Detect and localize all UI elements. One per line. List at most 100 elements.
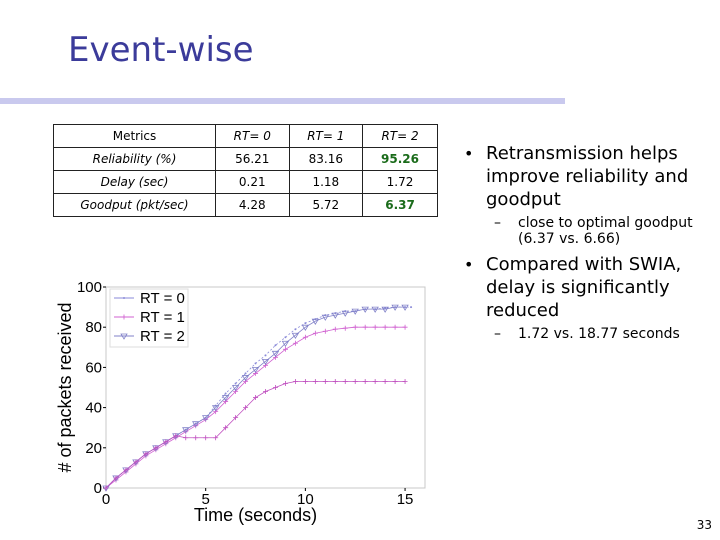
- data-point: [284, 336, 287, 339]
- table-cell: 56.21: [215, 147, 290, 171]
- data-point: [392, 378, 398, 384]
- data-point: [291, 332, 300, 340]
- data-point: [121, 314, 127, 320]
- bullet-list: • Retransmission helps improve reliabilit…: [462, 142, 712, 348]
- data-point: [410, 306, 413, 309]
- data-point: [261, 358, 270, 366]
- data-point: [274, 344, 277, 347]
- data-point: [382, 378, 388, 384]
- data-point: [224, 392, 227, 395]
- y-tick-label: 0: [94, 480, 102, 497]
- table-cell: 95.26: [362, 147, 438, 171]
- data-point: [351, 308, 359, 315]
- data-point: [292, 340, 298, 346]
- data-point: [352, 324, 358, 330]
- table-header-cell: RT= 0: [215, 124, 290, 148]
- data-point: [322, 328, 328, 334]
- data-point: [182, 427, 190, 434]
- data-point: [193, 435, 199, 441]
- x-tick-label: 0: [102, 491, 110, 508]
- data-point: [361, 306, 369, 313]
- data-point: [352, 378, 358, 384]
- title-underline: [0, 98, 565, 104]
- y-tick-label: 40: [85, 400, 102, 417]
- data-point: [331, 312, 339, 319]
- data-point: [192, 421, 200, 428]
- table-row: Reliability (%) 56.21 83.16 95.26: [53, 147, 438, 171]
- table-row: Delay (sec) 0.21 1.18 1.72: [53, 170, 438, 194]
- table-cell: 0.21: [215, 170, 290, 194]
- data-point: [243, 405, 249, 411]
- legend-label: RT = 2: [140, 328, 185, 345]
- data-point: [133, 459, 139, 465]
- bullet-text: Compared with SWIA, delay is significant…: [486, 254, 682, 321]
- data-point: [241, 375, 250, 382]
- metrics-table: Metrics RT= 0 RT= 1 RT= 2 Reliability (%…: [53, 124, 438, 217]
- legend-label: RT = 0: [140, 290, 185, 307]
- data-point: [153, 445, 159, 451]
- data-point: [304, 322, 307, 325]
- data-point: [254, 362, 257, 365]
- y-tick-label: 100: [77, 279, 102, 296]
- dash-icon: –: [494, 215, 501, 231]
- data-point: [402, 378, 408, 384]
- data-point: [312, 330, 318, 336]
- data-point: [332, 378, 338, 384]
- data-point: [251, 367, 260, 374]
- data-point: [382, 324, 388, 330]
- table-cell: 5.72: [288, 193, 364, 217]
- bullet-text: Retransmission helps improve reliability…: [486, 143, 689, 210]
- data-point: [342, 378, 348, 384]
- data-point: [362, 324, 368, 330]
- data-point: [282, 380, 288, 386]
- packets-chart: 0 20 40 60 80 100 0 5 10 15 Time (seconds) # of pac…: [55, 279, 426, 525]
- dash-icon: –: [494, 326, 501, 342]
- data-point: [143, 451, 149, 457]
- data-point: [201, 415, 210, 422]
- sub-bullet-text: close to optimal goodput (6.37 vs. 6.66): [518, 215, 693, 247]
- data-point: [123, 467, 129, 473]
- y-tick-label: 80: [85, 319, 102, 336]
- y-tick-label: 20: [85, 440, 102, 457]
- data-point: [213, 435, 219, 441]
- data-point: [301, 324, 310, 331]
- data-point: [123, 297, 125, 299]
- data-point: [321, 314, 330, 321]
- legend-label: RT = 1: [140, 309, 185, 326]
- bullet-item: • Compared with SWIA, delay is significan…: [462, 253, 712, 322]
- sub-bullet-item: – close to optimal goodput (6.37 vs. 6.66…: [462, 215, 712, 247]
- data-point: [372, 378, 378, 384]
- sub-bullet-text: 1.72 vs. 18.77 seconds: [518, 326, 680, 342]
- data-point: [244, 372, 247, 375]
- data-point: [103, 485, 109, 491]
- data-point: [113, 475, 119, 481]
- data-point: [263, 389, 268, 395]
- data-point: [391, 304, 399, 311]
- data-point: [371, 306, 379, 313]
- data-point: [402, 324, 408, 330]
- data-point: [173, 433, 179, 439]
- x-tick-label: 5: [202, 491, 210, 508]
- y-axis-label: # of packets received: [55, 302, 75, 472]
- table-header-cell: RT= 1: [288, 124, 364, 148]
- table-cell: 83.16: [288, 147, 364, 171]
- table-cell: 1.18: [288, 170, 364, 194]
- data-point: [341, 310, 349, 317]
- bullet-dot-icon: •: [464, 255, 474, 274]
- table-cell: 4.28: [215, 193, 290, 217]
- data-point: [311, 318, 320, 325]
- table-cell: 6.37: [362, 193, 438, 217]
- data-point: [294, 328, 297, 331]
- table-header-cell: RT= 2: [362, 124, 438, 148]
- data-point: [163, 439, 169, 445]
- data-point: [234, 382, 237, 385]
- table-cell: Delay (sec): [53, 170, 216, 194]
- data-point: [223, 425, 229, 431]
- data-point: [272, 385, 278, 390]
- data-point: [332, 326, 338, 332]
- data-point: [302, 378, 308, 384]
- data-point: [381, 306, 389, 313]
- x-tick-label: 15: [397, 491, 414, 508]
- data-point: [401, 304, 409, 311]
- table-header-row: Metrics RT= 0 RT= 1 RT= 2: [53, 124, 438, 148]
